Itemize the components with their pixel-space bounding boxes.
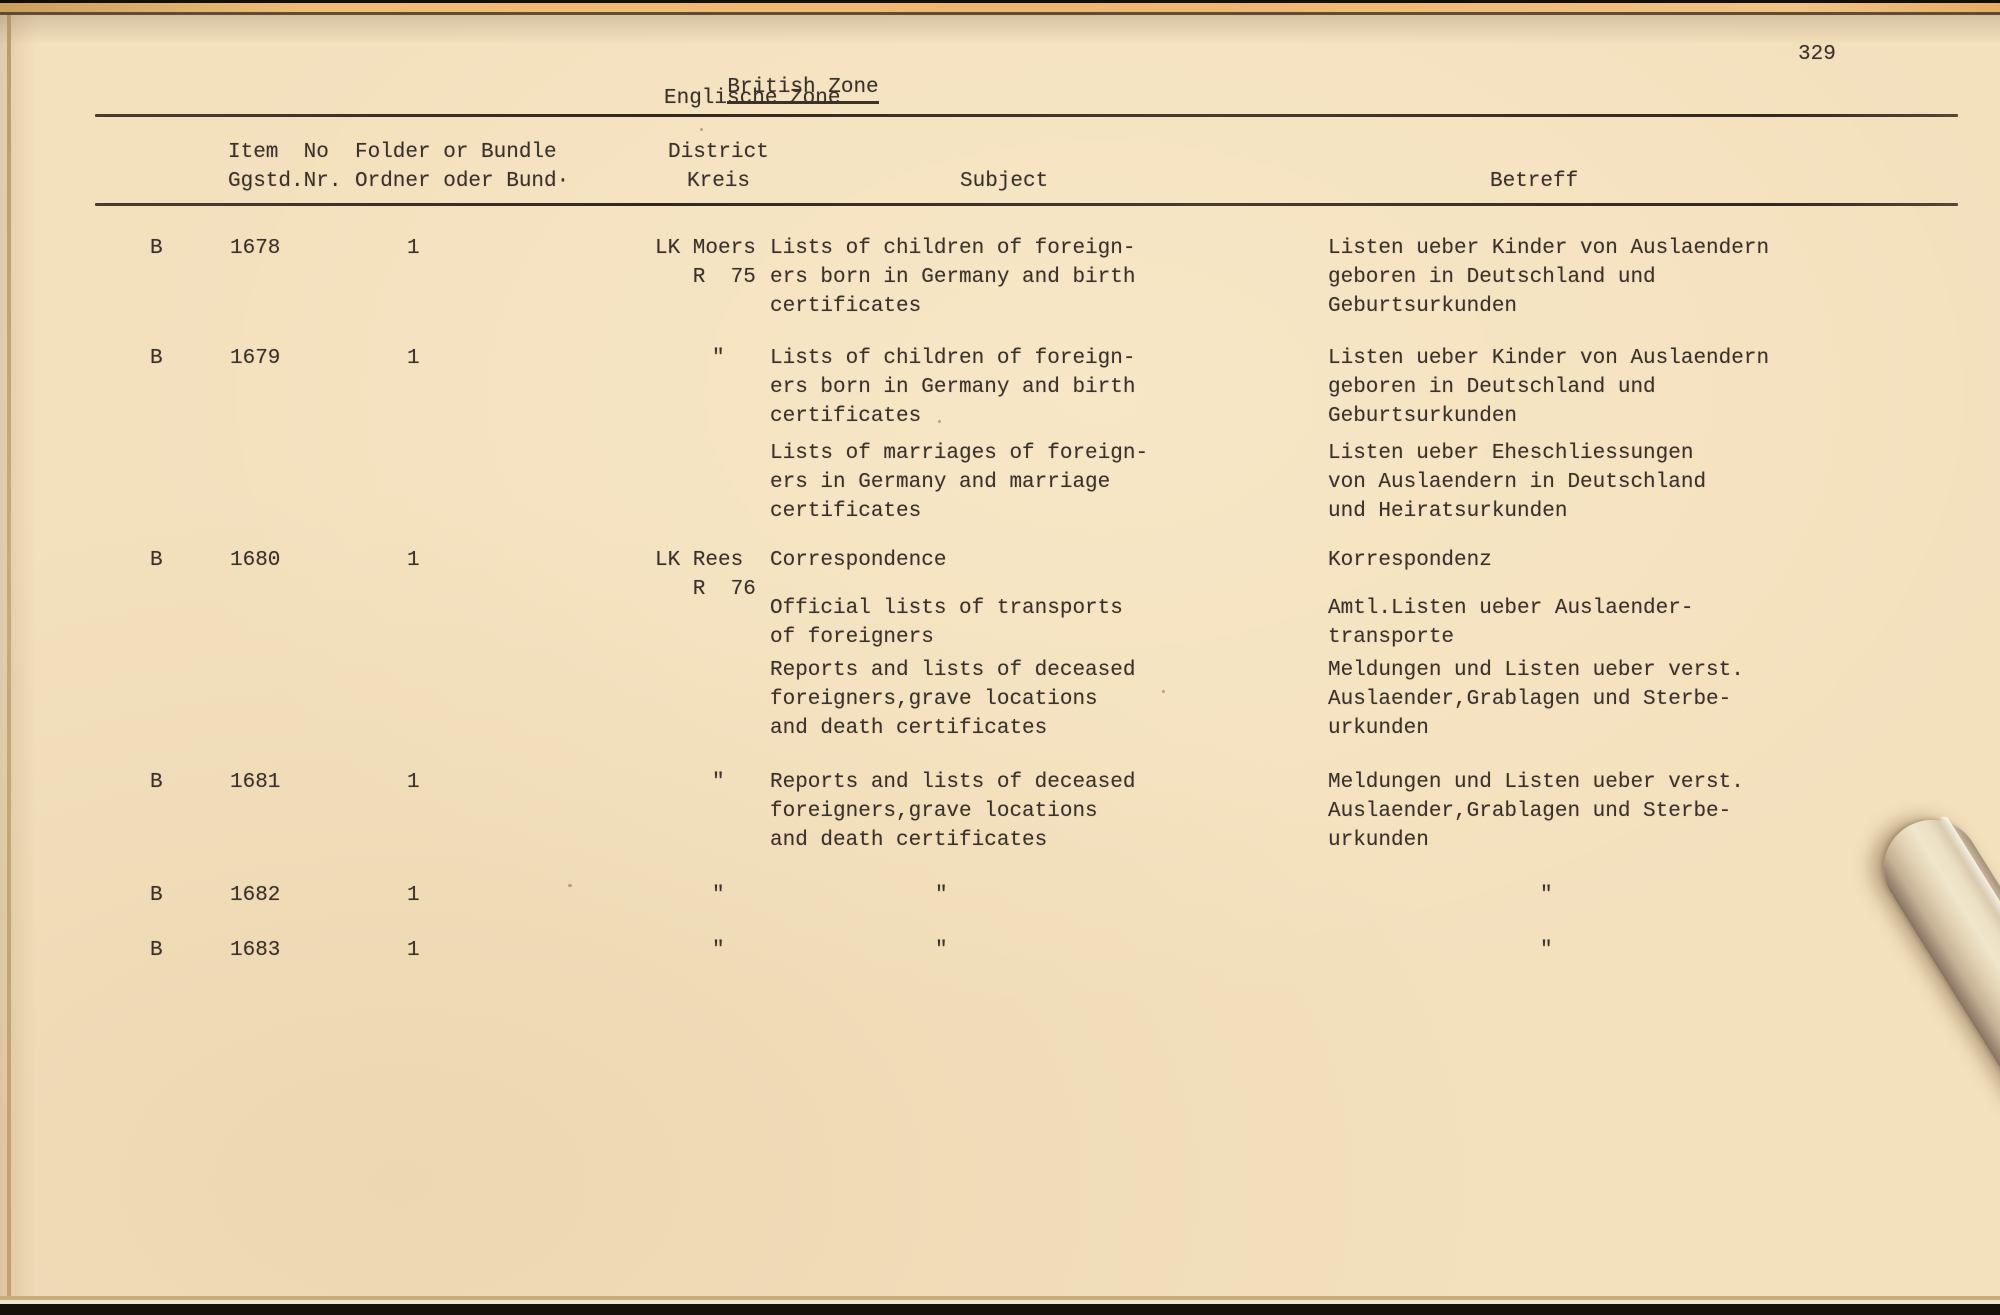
row-subject-ditto: "	[935, 884, 948, 907]
row-series: B	[150, 939, 163, 962]
row-subject: Lists of marriages of foreign- ers in Ge…	[770, 442, 1149, 523]
row-betreff: Listen ueber Eheschliessungen von Auslae…	[1328, 442, 1707, 523]
column-header-item-no-de: Ggstd.Nr.	[228, 170, 342, 193]
left-shadow	[0, 15, 36, 1315]
row-series: B	[150, 549, 163, 572]
column-header-betreff: Betreff	[1490, 170, 1579, 193]
book-edge-band	[0, 3, 2000, 12]
page-stack-edge	[0, 1300, 2000, 1304]
page-title-german: Englische Zone	[664, 87, 841, 110]
row-district-ditto: "	[712, 771, 725, 794]
row-betreff: Amtl.Listen ueber Auslaender- transporte	[1328, 597, 1694, 649]
paper-speck	[1162, 690, 1165, 693]
row-item-no: 1680	[230, 549, 281, 572]
column-header-subject: Subject	[960, 170, 1049, 193]
row-subject: Lists of children of foreign- ers born i…	[770, 347, 1136, 428]
row-series: B	[150, 237, 163, 260]
row-item-no: 1682	[230, 884, 281, 907]
row-district-ditto: "	[712, 884, 725, 907]
row-folder: 1	[407, 237, 420, 260]
page-number: 329	[1798, 43, 1836, 66]
row-district-ditto: "	[712, 347, 725, 370]
column-header-district-de: Kreis	[687, 170, 751, 193]
row-item-no: 1681	[230, 771, 281, 794]
row-series: B	[150, 347, 163, 370]
column-header-folder-de: Ordner oder Bund·	[355, 170, 570, 193]
row-subject-ditto: "	[935, 939, 948, 962]
page-title-underline: British Zone	[727, 76, 879, 104]
page-bottom-edge	[0, 1296, 2000, 1300]
row-district: LK Moers R 75	[655, 237, 756, 289]
page-title-english: British Zone	[677, 44, 879, 131]
page-left-crease	[7, 15, 11, 1315]
column-header-district-en: District	[668, 141, 769, 164]
row-betreff: Meldungen und Listen ueber verst. Auslae…	[1328, 771, 1744, 852]
row-betreff-ditto: "	[1540, 884, 1553, 907]
scan-bottom-edge	[0, 1304, 2000, 1315]
top-shadow	[0, 15, 2000, 45]
row-series: B	[150, 771, 163, 794]
row-item-no: 1679	[230, 347, 281, 370]
row-folder: 1	[407, 939, 420, 962]
row-betreff-ditto: "	[1540, 939, 1553, 962]
column-header-item-no-en: Item No	[228, 141, 329, 164]
page-top-crease	[0, 12, 2000, 15]
row-folder: 1	[407, 347, 420, 370]
scan-top-edge	[0, 0, 2000, 3]
row-item-no: 1678	[230, 237, 281, 260]
row-district-ditto: "	[712, 939, 725, 962]
row-subject: Lists of children of foreign- ers born i…	[770, 237, 1136, 318]
row-folder: 1	[407, 884, 420, 907]
table-header-rule	[95, 203, 1958, 206]
paper-speck	[700, 128, 703, 131]
row-folder: 1	[407, 771, 420, 794]
row-district: LK Rees R 76	[655, 549, 756, 601]
row-subject: Reports and lists of deceased foreigners…	[770, 659, 1136, 740]
row-betreff: Meldungen und Listen ueber verst. Auslae…	[1328, 659, 1744, 740]
row-folder: 1	[407, 549, 420, 572]
paper-speck	[568, 884, 572, 887]
row-subject: Correspondence	[770, 549, 947, 572]
row-subject: Official lists of transports of foreigne…	[770, 597, 1123, 649]
row-series: B	[150, 884, 163, 907]
row-item-no: 1683	[230, 939, 281, 962]
page-holder-highlight	[1937, 814, 2000, 1253]
page-holder-object	[1865, 801, 2000, 1311]
row-subject: Reports and lists of deceased foreigners…	[770, 771, 1136, 852]
row-betreff: Listen ueber Kinder von Auslaendern gebo…	[1328, 237, 1770, 318]
row-betreff: Listen ueber Kinder von Auslaendern gebo…	[1328, 347, 1770, 428]
paper-speck	[938, 420, 941, 423]
table-top-rule	[95, 114, 1958, 117]
column-header-folder-en: Folder or Bundle	[355, 141, 557, 164]
row-betreff: Korrespondenz	[1328, 549, 1492, 572]
